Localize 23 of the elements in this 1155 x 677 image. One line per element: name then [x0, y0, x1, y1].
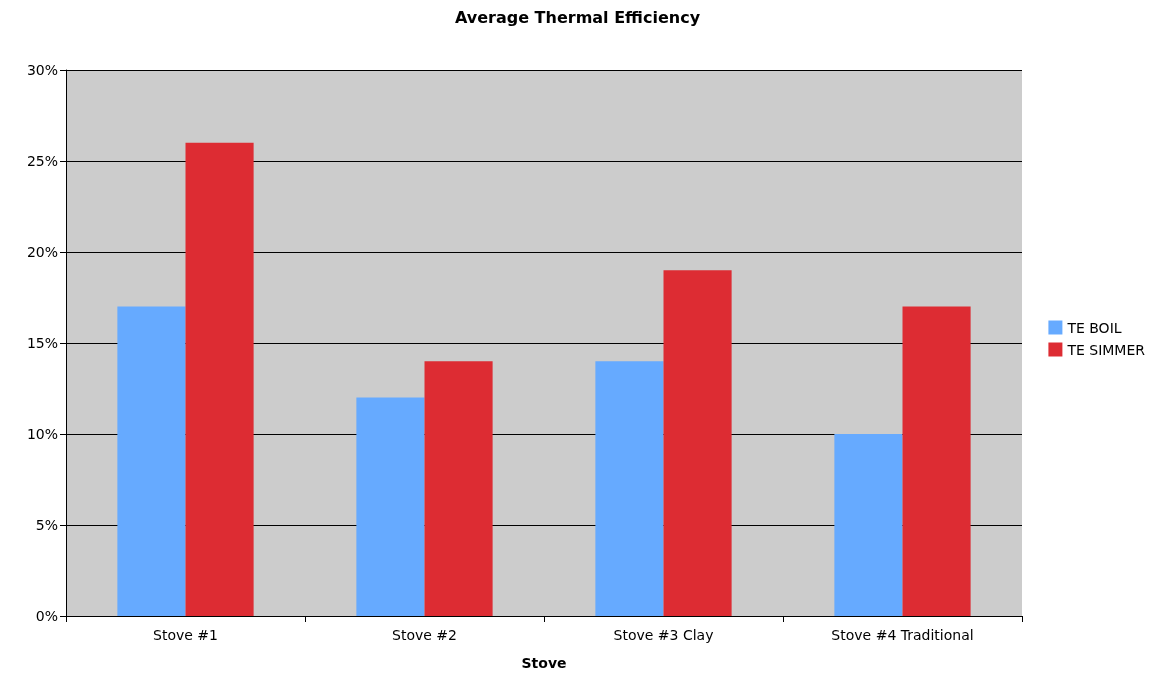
x-tick-label: Stove #2 — [392, 627, 457, 643]
bar — [185, 142, 254, 616]
x-tick-label: Stove #3 Clay — [613, 627, 714, 643]
y-tick-label: 30% — [26, 62, 58, 78]
chart-title: Average Thermal Efficiency — [454, 7, 701, 27]
y-tick-label: 5% — [35, 517, 58, 533]
x-tick-label: Stove #1 — [153, 627, 218, 643]
bar — [356, 397, 425, 616]
bar — [595, 361, 664, 616]
bar — [902, 306, 971, 616]
y-tick-label: 0% — [35, 608, 58, 624]
x-tick-label: Stove #4 Traditional — [831, 627, 974, 643]
bar — [117, 306, 186, 616]
y-tick-label: 15% — [26, 335, 58, 351]
y-tick-label: 25% — [26, 153, 58, 169]
bar — [663, 270, 732, 616]
bar — [424, 361, 493, 616]
x-axis-title: Stove — [521, 655, 567, 671]
legend-label: TE SIMMER — [1066, 341, 1146, 358]
y-tick-label: 10% — [26, 426, 58, 442]
legend-label: TE BOIL — [1066, 319, 1122, 336]
bar — [834, 434, 903, 616]
y-tick-label: 20% — [26, 244, 58, 260]
